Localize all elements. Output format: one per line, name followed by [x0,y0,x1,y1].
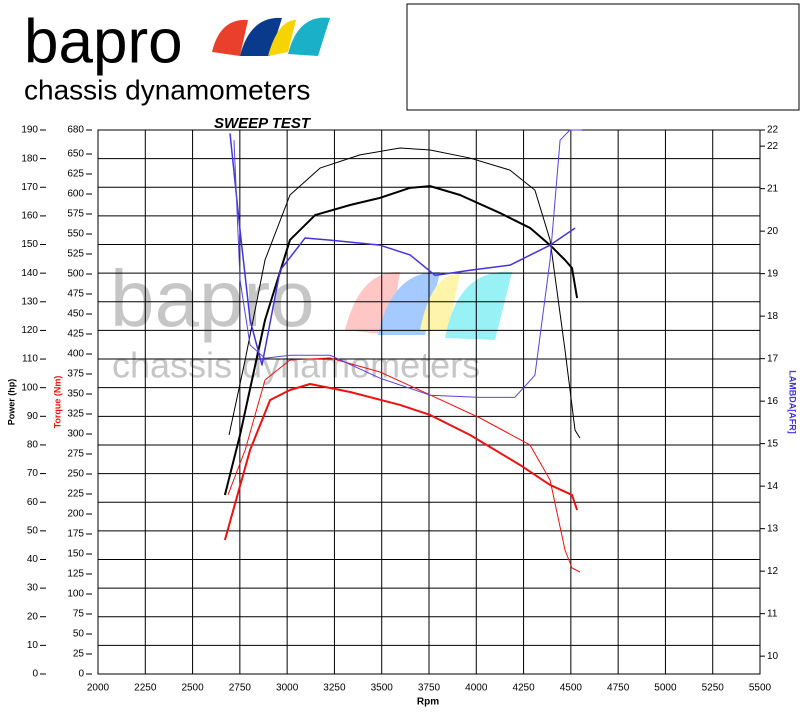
y3-tick-label: 17 [767,353,779,364]
y3-tick-label: 15 [767,438,779,449]
x-tick-label: 2750 [229,683,252,694]
y2-tick-label: 600 [67,189,84,200]
y2-tick-label: 500 [67,269,84,280]
info-box [406,3,800,111]
y-tick-label: 20 [27,611,39,622]
y2-tick-label: 25 [73,649,85,660]
y3-tick-label: 19 [767,268,779,279]
torque-axis-title: Torque (Nm) [52,376,62,429]
brand-tagline: chassis dynamometers [24,74,310,105]
y3-tick-label: 21 [767,183,779,194]
y-tick-label: 140 [21,268,38,279]
watermark-tagline: chassis dynamometers [112,345,480,386]
x-tick-label: 5250 [702,683,725,694]
y2-tick-label: 650 [67,149,84,160]
y-tick-label: 160 [21,211,38,222]
y2-tick-label: 0 [78,669,84,680]
y2-tick-label: 350 [67,389,84,400]
y-tick-label: 10 [27,640,39,651]
y2-tick-label: 175 [67,529,84,540]
y2-tick-label: 680 [67,125,84,136]
y-tick-label: 110 [22,354,38,365]
y-tick-label: 180 [21,153,38,164]
y2-tick-label: 200 [67,509,84,520]
y2-tick-label: 475 [67,289,84,300]
y-tick-label: 0 [32,669,38,680]
x-tick-label: 2500 [181,683,204,694]
logo-strokes [212,17,330,56]
y2-tick-label: 525 [67,249,84,260]
series-line [223,185,579,496]
series-line [223,383,579,541]
series-line [229,133,576,366]
x-tick-label: 2000 [87,683,110,694]
y3-tick-label: 18 [767,311,779,322]
x-tick-label: 5000 [654,683,677,694]
y2-tick-label: 225 [67,489,84,500]
x-tick-label: 4250 [512,683,535,694]
watermark-brand: bapro [110,254,315,343]
y2-tick-label: 450 [67,309,84,320]
x-tick-label: 3750 [418,683,441,694]
series-line [227,357,581,573]
x-tick-label: 2250 [134,683,157,694]
y-tick-label: 70 [27,468,39,479]
power-axis-title: Power (hp) [6,379,16,426]
y2-tick-label: 550 [67,229,84,240]
y3-tick-label: 20 [767,226,779,237]
y3-tick-label: 13 [767,523,779,534]
y2-tick-label: 575 [67,209,84,220]
y-tick-label: 150 [21,239,38,250]
x-tick-label: 4000 [465,683,488,694]
y2-tick-label: 400 [67,349,84,360]
plot-frame [97,129,761,675]
y2-tick-label: 625 [67,169,84,180]
y2-tick-label: 75 [73,609,85,620]
x-tick-label: 5500 [749,683,772,694]
y-tick-label: 190 [21,125,38,136]
y3-tick-label: 10 [767,651,779,662]
y-tick-label: 30 [27,583,39,594]
y-tick-label: 90 [27,411,39,422]
y2-tick-label: 50 [73,629,85,640]
y3-tick-label: 22 [767,141,779,152]
y2-tick-label: 250 [67,469,84,480]
y-tick-label: 80 [27,440,39,451]
x-tick-label: 4750 [607,683,630,694]
y2-tick-label: 425 [67,329,84,340]
y3-tick-label: 11 [767,608,778,619]
x-tick-label: 4500 [560,683,583,694]
series-line [233,129,583,398]
x-tick-label: 3500 [371,683,394,694]
x-tick-label: 3250 [323,683,346,694]
y2-tick-label: 375 [67,369,84,380]
y2-tick-label: 100 [67,589,84,600]
y2-tick-label: 125 [67,569,84,580]
chart-title: SWEEP TEST [214,115,312,132]
y-tick-label: 170 [21,182,38,193]
y-tick-label: 60 [27,497,39,508]
y3-tick-label: 16 [767,396,779,407]
y2-tick-label: 325 [67,409,84,420]
series-line [228,147,581,439]
x-axis-title: Rpm [417,697,439,708]
watermark: bapro chassis dynamometers [110,254,512,386]
brand-logo: bapro [24,7,183,76]
y2-tick-label: 275 [67,449,84,460]
y-tick-label: 100 [21,382,38,393]
y3-tick-label: 14 [767,481,779,492]
lambda-axis-title: LAMBDA[AFR] [788,370,798,433]
y-tick-label: 130 [21,296,38,307]
y3-tick-label: 12 [767,566,779,577]
y2-tick-label: 150 [67,549,84,560]
y2-tick-label: 300 [67,429,84,440]
y3-tick-label: 22 [767,125,779,136]
y-tick-label: 50 [27,525,39,536]
x-tick-label: 3000 [276,683,299,694]
y-tick-label: 120 [21,325,38,336]
y-tick-label: 40 [27,554,39,565]
